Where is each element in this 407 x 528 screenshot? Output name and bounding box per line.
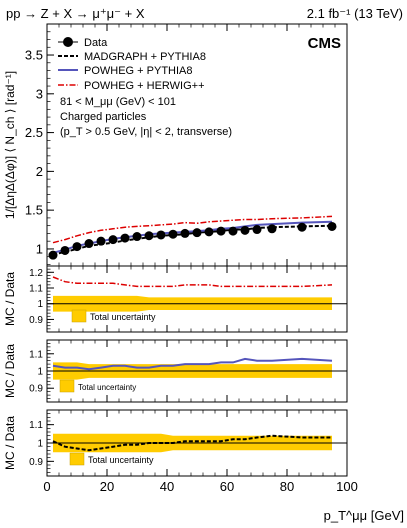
ratio-3-series xyxy=(52,434,332,452)
ratio-3-x-axis: 0 20 40 60 80 100 xyxy=(43,410,358,494)
legend-data-marker xyxy=(63,37,73,47)
ratio-1-band-legend-label: Total uncertainty xyxy=(90,312,156,322)
ratio-2-y-axis: 0.9 1 1.1 xyxy=(29,339,54,399)
ratio-2-ylabel: MC / Data xyxy=(3,344,17,398)
ratio-3-xtick-label: 0 xyxy=(43,479,50,494)
legend-label-powheg-herwig: POWHEG + HERWIG++ xyxy=(84,80,205,92)
ratio-panel-3: MC / Data 0.9 1 1.1 0 20 40 60 80 100 Total unc… xyxy=(3,409,358,494)
ratio-2-band-legend-label: Total uncertainty xyxy=(78,383,136,392)
legend-label-madgraph: MADGRAPH + PYTHIA8 xyxy=(84,51,206,63)
process-label: pp → Z + X → μ⁺μ⁻ + X xyxy=(6,6,145,21)
data-point xyxy=(84,239,94,249)
data-point xyxy=(60,245,70,255)
ratio-1-ytick-label: 1 xyxy=(37,299,43,310)
ratio-1-ytick-label: 0.9 xyxy=(29,315,43,326)
data-point xyxy=(192,228,202,238)
ratio-1-curve xyxy=(52,276,333,288)
main-ytick-label: 2 xyxy=(36,164,43,179)
ratio-1-series xyxy=(52,276,333,288)
ratio-2-series xyxy=(52,357,333,371)
data-point xyxy=(204,227,214,237)
experiment-label: CMS xyxy=(308,35,341,52)
ratio-1-band-legend-box xyxy=(71,309,87,323)
data-point xyxy=(120,233,130,243)
ratio-1-band xyxy=(47,295,347,312)
data-point xyxy=(228,226,238,236)
legend-entry-data: Data xyxy=(58,37,108,49)
ratio-2-band-legend-box xyxy=(59,379,75,393)
main-ytick-label: 1 xyxy=(36,241,43,256)
mass-window-note: 81 < M_μμ (GeV) < 101 xyxy=(60,96,176,108)
data-point xyxy=(48,250,58,260)
data-point xyxy=(297,222,307,232)
main-y-axis: 1 1.5 2 2.5 3 3.5 xyxy=(25,31,54,265)
ratio-3-ytick-label: 1.1 xyxy=(29,420,43,431)
ratio-2-x-axis xyxy=(46,340,348,402)
data-point xyxy=(240,225,250,235)
ratio-panel-1: MC / Data 0.9 1 1.1 1.2 Total uncertainty xyxy=(3,265,348,333)
ratio-3-xtick-label: 60 xyxy=(220,479,234,494)
ratio-3-band-legend-label: Total uncertainty xyxy=(88,455,154,465)
main-series xyxy=(48,215,337,260)
data-point xyxy=(168,229,178,239)
legend-entry-powheg-pythia: POWHEG + PYTHIA8 xyxy=(58,65,193,77)
ratio-3-curve xyxy=(52,434,332,452)
data-point xyxy=(132,232,142,242)
ratio-3-ylabel: MC / Data xyxy=(3,416,17,470)
charged-particles-note: Charged particles xyxy=(60,111,147,123)
data-point xyxy=(327,221,337,231)
ratio-3-ytick-label: 1 xyxy=(37,439,43,450)
series-powheg-pythia8 xyxy=(52,220,333,254)
data-point xyxy=(108,235,118,245)
ratio-3-ytick-label: 0.9 xyxy=(29,457,43,468)
data-point xyxy=(252,225,262,235)
ratio-3-xtick-label: 40 xyxy=(160,479,174,494)
ratio-3-xtick-label: 20 xyxy=(100,479,114,494)
ratio-3-band-legend-box xyxy=(69,452,85,466)
ratio-3-band xyxy=(47,433,347,453)
main-ytick-label: 1.5 xyxy=(25,203,43,218)
ratio-2-ytick-label: 1 xyxy=(37,367,43,378)
ratio-panel-2: MC / Data 0.9 1 1.1 Total uncertainty xyxy=(3,339,348,403)
ratio-1-frame xyxy=(46,265,348,333)
ratio-1-ytick-label: 1.1 xyxy=(29,284,43,295)
main-ytick-label: 2.5 xyxy=(25,125,43,140)
series-madgraph-pythia8 xyxy=(52,224,333,256)
data-point xyxy=(216,226,226,236)
ratio-2-curve xyxy=(52,357,333,371)
ratio-1-ytick-label: 1.2 xyxy=(29,268,43,279)
ratio-2-ytick-label: 0.9 xyxy=(29,384,43,395)
main-ytick-label: 3 xyxy=(36,86,43,101)
data-point xyxy=(72,242,82,252)
data-point xyxy=(267,224,277,234)
main-panel: CMS 1/[ΔηΔ(Δφ)] ⟨ N_ch ⟩ [rad⁻¹] 1 1.5 2 2.… xyxy=(3,23,348,267)
data-point xyxy=(96,236,106,246)
ratio-3-xtick-label: 80 xyxy=(280,479,294,494)
main-ytick-label: 3.5 xyxy=(25,48,43,63)
ratio-1-y-axis: 0.9 1 1.1 1.2 xyxy=(29,265,54,330)
ratio-2-ytick-label: 1.1 xyxy=(29,349,43,360)
x-axis-label: p_T^μμ [GeV] xyxy=(324,508,404,523)
kinematic-cuts-note: (p_T > 0.5 GeV, |η| < 2, transverse) xyxy=(60,126,232,138)
ratio-1-x-axis xyxy=(46,266,348,332)
legend: Data MADGRAPH + PYTHIA8 POWHEG + PYTHIA8… xyxy=(58,37,232,138)
series-powheg-herwig- xyxy=(52,215,333,244)
ratio-3-xtick-label: 100 xyxy=(336,479,358,494)
main-ylabel: 1/[ΔηΔ(Δφ)] ⟨ N_ch ⟩ [rad⁻¹] xyxy=(3,71,17,219)
legend-label-powheg-pythia: POWHEG + PYTHIA8 xyxy=(84,65,193,77)
lumi-label: 2.1 fb⁻¹ (13 TeV) xyxy=(307,6,403,21)
legend-entry-madgraph: MADGRAPH + PYTHIA8 xyxy=(58,51,206,63)
data-point xyxy=(180,228,190,238)
legend-entry-powheg-herwig: POWHEG + HERWIG++ xyxy=(58,80,205,92)
legend-label-data: Data xyxy=(84,37,108,49)
data-point xyxy=(144,231,154,241)
data-point xyxy=(156,230,166,240)
ratio-1-ylabel: MC / Data xyxy=(3,272,17,326)
ratio-3-y-axis: 0.9 1 1.1 xyxy=(29,409,54,473)
main-x-axis xyxy=(46,24,348,266)
